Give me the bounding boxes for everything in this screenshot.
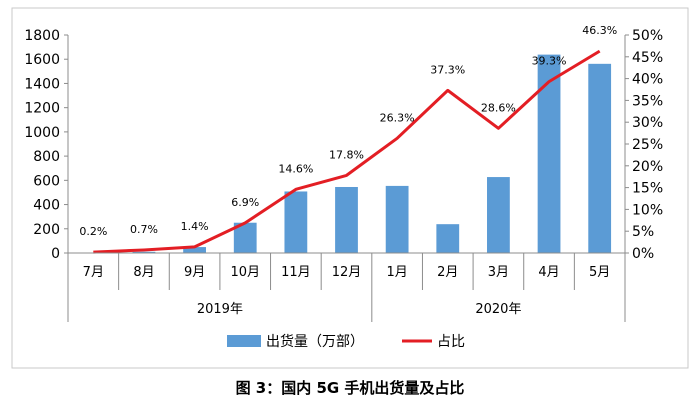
data-label: 26.3% [380,111,415,124]
bar [537,54,561,254]
bar [284,191,308,253]
data-label: 6.9% [231,196,259,209]
right-tick-label: 45% [632,50,663,66]
data-label: 28.6% [481,101,516,114]
x-tick-label: 2月 [437,265,458,280]
category-axis: 7月 8月 9月 10月 11月 12月 1月 2月 3月 4月 5月 2019年 2020年 [67,252,626,322]
data-label: 0.7% [130,223,158,236]
right-tick-label: 5% [632,224,654,240]
right-tick-label: 35% [632,93,663,109]
bar [487,177,510,253]
right-tick-label: 15% [632,181,663,197]
right-tick-label: 20% [632,159,663,175]
legend-line-label: 占比 [437,334,465,350]
left-tick-label: 1200 [24,101,60,117]
right-tick-label: 25% [632,137,663,153]
x-tick-label: 10月 [230,265,260,280]
left-tick-label: 200 [33,222,60,238]
legend-bar-label: 出货量（万部） [266,333,364,350]
bar [436,224,460,253]
bar [335,186,358,253]
data-label: 14.6% [278,162,313,175]
right-axis: 0% 5% 10% 15% 20% 25% 30% 35% 40% 45% 50% [624,28,663,262]
bar [385,185,409,253]
right-tick-label: 0% [632,246,654,262]
left-tick-label: 1000 [24,125,60,141]
data-label: 0.2% [79,225,107,238]
x-tick-label: 12月 [332,265,362,280]
year-group-label: 2020年 [475,302,521,317]
bar [183,247,206,253]
x-tick-label: 5月 [589,265,610,280]
left-tick-label: 1400 [24,76,60,92]
bar [132,251,156,253]
left-tick-label: 1600 [24,52,60,68]
x-tick-label: 1月 [386,265,407,280]
left-tick-label: 800 [33,149,60,165]
bar [588,63,612,253]
x-tick-label: 11月 [281,265,311,280]
data-label: 17.8% [329,148,364,161]
right-tick-label: 10% [632,202,663,218]
line-series [93,49,601,254]
percent-labels: 0.2% 0.7% 1.4% 6.9% 14.6% 17.8% 26.3% 37.3% 28.6… [79,24,617,238]
year-group-label: 2019年 [197,302,243,317]
data-label: 39.3% [532,55,567,68]
bar-series [81,54,612,254]
bar [233,222,257,253]
left-tick-label: 0 [51,246,60,262]
data-label: 37.3% [430,63,465,76]
legend: 出货量（万部） 占比 [227,333,465,350]
left-tick-label: 1800 [24,28,60,44]
right-tick-label: 40% [632,72,663,88]
data-label: 46.3% [582,24,617,37]
left-tick-label: 400 [33,198,60,214]
percent-line [93,49,601,254]
x-tick-label: 8月 [133,265,154,280]
left-axis: 0 200 400 600 800 1000 1200 1400 1600 1800 [24,28,69,262]
legend-bar-swatch [227,335,261,347]
figure-caption: 图 3：国内 5G 手机出货量及占比 [236,379,465,397]
data-label: 1.4% [181,220,209,233]
right-tick-label: 50% [632,28,663,44]
x-tick-label: 7月 [83,265,104,280]
x-tick-label: 4月 [538,265,559,280]
x-tick-label: 3月 [488,265,509,280]
right-tick-label: 30% [632,115,663,131]
x-tick-label: 9月 [184,265,205,280]
left-tick-label: 600 [33,173,60,189]
